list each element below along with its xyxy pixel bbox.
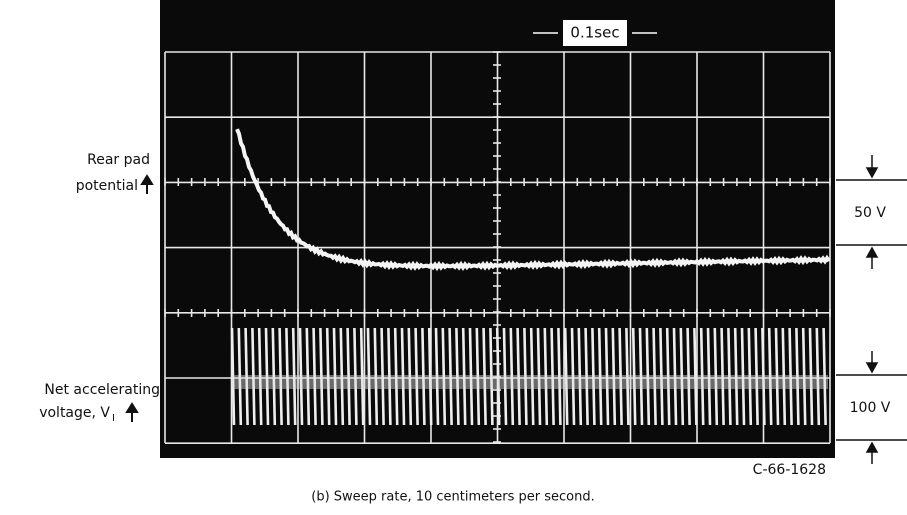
trace-label: potential [76, 178, 138, 194]
traces [230, 128, 831, 426]
serial: C-66-1628 [753, 462, 826, 478]
up-arrow [140, 174, 154, 194]
trace-label: voltage, V [39, 405, 110, 421]
sweep-label: 0.1sec [570, 24, 619, 42]
scale-label: 50 V [854, 205, 886, 221]
up-arrow [125, 402, 139, 422]
scale-label: 100 V [850, 400, 891, 416]
caption: (b) Sweep rate, 10 centimeters per secon… [311, 490, 594, 505]
sweep-box [563, 20, 627, 46]
trace-noise [232, 375, 828, 389]
trace-label: Net accelerating [44, 382, 160, 398]
scale-bar [836, 155, 907, 464]
subscript: I [112, 413, 115, 424]
lower-trace [230, 327, 827, 426]
graticule [164, 51, 831, 445]
trace-label: Rear pad [87, 152, 150, 168]
upper-trace [235, 128, 831, 272]
